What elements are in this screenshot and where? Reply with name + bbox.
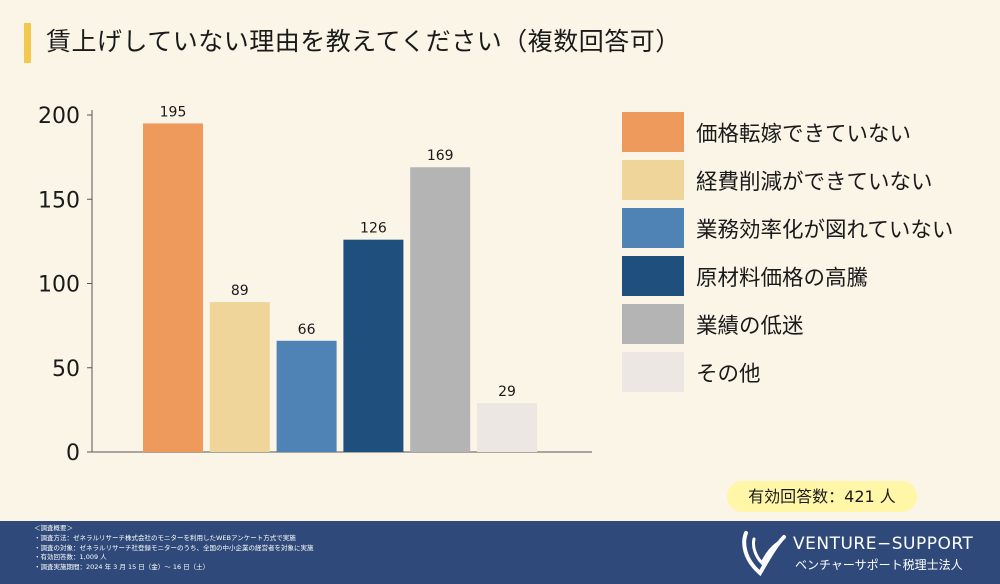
bar (143, 123, 203, 453)
bar-value-label: 126 (360, 221, 387, 237)
bar-value-label: 29 (498, 384, 516, 400)
legend-swatch (622, 304, 684, 344)
survey-note-line: ・調査実施期間：2024 年 3 月 15 日（金）～ 16 日（土） (34, 563, 210, 572)
legend-item: 経費削減ができていない (622, 156, 992, 204)
legend-swatch (622, 160, 684, 200)
title-accent-bar (24, 23, 31, 63)
bar-value-label: 89 (231, 283, 249, 299)
legend-label: その他 (696, 361, 761, 387)
survey-note-line: ・調査の対象：ゼネラルリサーチ社登録モニターのうち、全国の中小企業の経営者を対象… (34, 543, 314, 552)
legend-item: 業績の低迷 (622, 300, 992, 348)
legend-label: 業務効率化が図れていない (696, 217, 954, 243)
bar-value-label: 195 (160, 104, 187, 120)
legend-item: 業務効率化が図れていない (622, 204, 992, 252)
responses-badge: 有効回答数：421 人 (727, 481, 917, 512)
y-tick-label: 50 (52, 357, 80, 382)
legend-swatch (622, 256, 684, 296)
brand-subtitle: ベンチャーサポート税理士法人 (795, 558, 963, 572)
legend-label: 原材料価格の高騰 (696, 265, 869, 291)
legend-label: 経費削減ができていない (696, 169, 933, 195)
y-tick-label: 150 (38, 188, 80, 213)
legend: 価格転嫁できていない 経費削減ができていない 業務効率化が図れていない 原材料価… (622, 108, 992, 396)
legend-swatch (622, 112, 684, 152)
legend-item: 価格転嫁できていない (622, 108, 992, 156)
survey-notes: ＜調査概要＞ ・調査方法：ゼネラルリサーチ株式会社のモニターを利用したWEBアン… (34, 524, 314, 573)
legend-label: 価格転嫁できていない (696, 121, 912, 147)
bar (477, 403, 537, 452)
chart-title: 賃上げしていない理由を教えてください（複数回答可） (46, 27, 681, 56)
legend-label: 業績の低迷 (696, 313, 804, 339)
bar-value-label: 66 (298, 322, 316, 338)
bar (343, 239, 404, 452)
y-tick-label: 100 (38, 273, 80, 298)
y-tick-label: 0 (66, 441, 80, 466)
survey-note-line: ・調査方法：ゼネラルリサーチ株式会社のモニターを利用したWEBアンケート方式で実… (34, 533, 296, 542)
survey-note-line: ＜調査概要＞ (34, 524, 73, 532)
survey-note-line: ・有効回答数：1,009 人 (34, 553, 107, 562)
bar (276, 340, 337, 452)
y-tick-label: 200 (38, 104, 80, 129)
legend-swatch (622, 352, 684, 392)
brand-name: VENTURE−SUPPORT (793, 534, 974, 554)
bar (209, 302, 270, 452)
legend-swatch (622, 208, 684, 248)
bar-value-label: 169 (427, 148, 454, 164)
bar-chart: 0 50 100 150 200 195 89 66 126 169 29 (38, 104, 592, 466)
bar (410, 167, 471, 453)
legend-item: 原材料価格の高騰 (622, 252, 992, 300)
footer: ＜調査概要＞ ・調査方法：ゼネラルリサーチ株式会社のモニターを利用したWEBアン… (0, 521, 1000, 584)
brand-logo-icon (742, 531, 786, 577)
legend-item: その他 (622, 348, 992, 396)
